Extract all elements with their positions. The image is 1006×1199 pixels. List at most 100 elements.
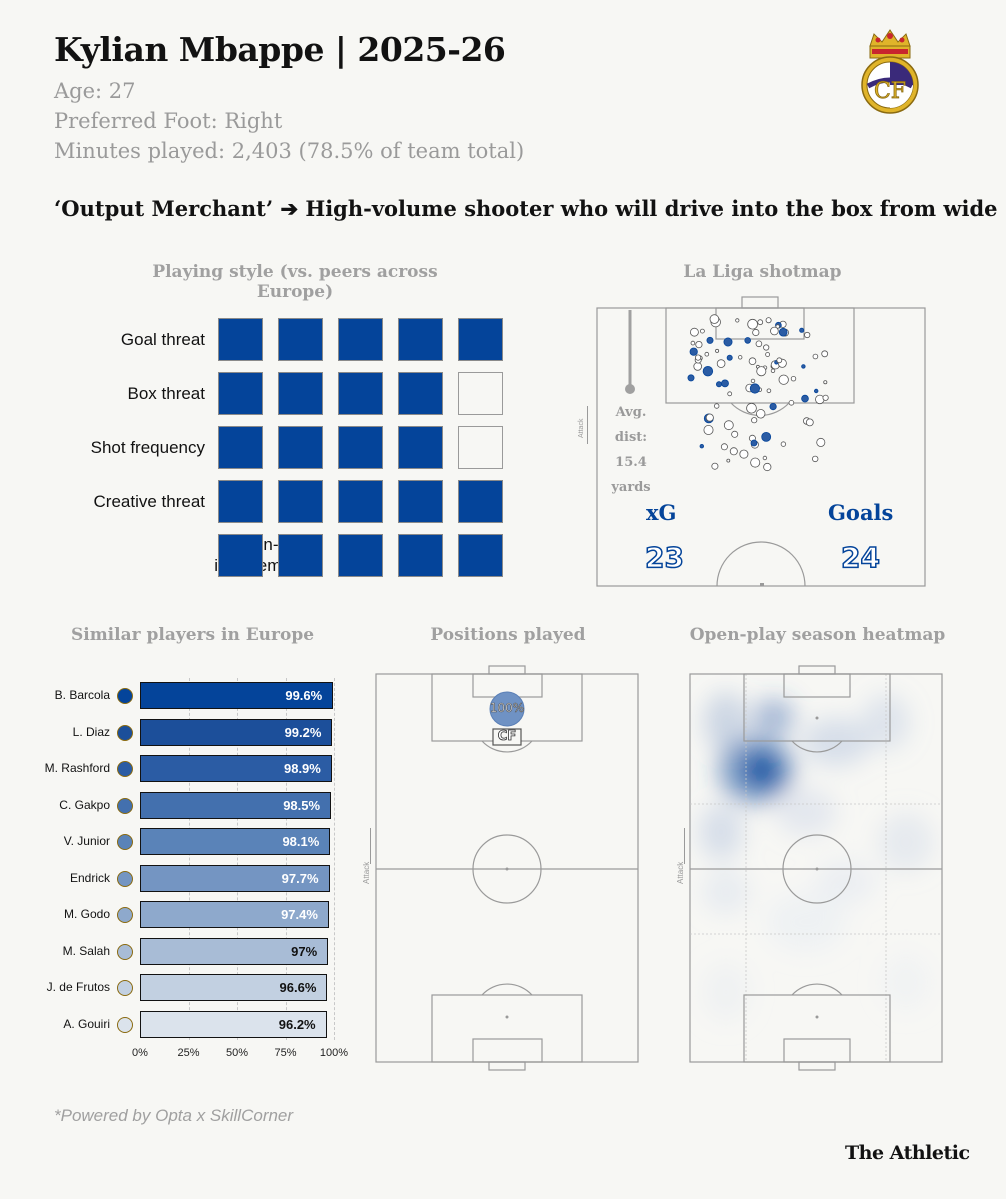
shot-marker: [709, 314, 720, 324]
similar-bar-value: 98.9%: [283, 761, 321, 776]
preferred-foot-text: Preferred Foot: Right: [54, 109, 283, 133]
brand-logo: The Athletic: [845, 1142, 970, 1164]
shot-goal-marker: [699, 443, 704, 449]
similar-bar-value: 96.6%: [279, 980, 317, 995]
heatmap-attack-label: Attack: [676, 861, 685, 884]
shot-marker: [816, 437, 826, 447]
shot-marker: [788, 400, 795, 406]
shot-marker: [812, 353, 819, 360]
heatmap-attack-arrow-icon: [684, 828, 685, 864]
style-square-filled: [398, 534, 443, 577]
goals-value: 24: [840, 540, 880, 575]
club-badge-icon: [117, 943, 133, 960]
heatmap-title: Open-play season heatmap: [689, 625, 946, 645]
shot-goal-marker: [706, 336, 714, 344]
shot-marker: [713, 403, 720, 409]
shotmap-attack-arrow-icon: [587, 406, 588, 444]
positions-title: Positions played: [430, 625, 586, 645]
style-row-label: Goal threat: [120, 330, 205, 349]
style-square-filled: [218, 426, 263, 469]
shot-goal-marker: [813, 388, 819, 394]
similar-players-title: Similar players in Europe: [70, 625, 315, 645]
shot-marker: [731, 430, 739, 438]
shot-marker: [790, 375, 797, 382]
similar-player-name: B. Barcola: [54, 688, 110, 702]
shot-goal-marker: [721, 379, 729, 388]
shot-marker: [805, 418, 814, 427]
club-badge-icon: [117, 870, 133, 887]
similar-player-name: M. Salah: [62, 943, 110, 958]
shot-marker: [804, 331, 811, 339]
style-square-filled: [218, 372, 263, 415]
similar-bar-value: 98.5%: [283, 797, 321, 813]
style-square-filled: [338, 534, 383, 577]
style-square-filled: [338, 372, 383, 415]
similar-axis-tick: 25%: [177, 1047, 200, 1059]
shot-marker: [752, 328, 760, 337]
similar-bar: 99.2%: [140, 718, 333, 746]
similar-axis-tick: 50%: [225, 1047, 249, 1059]
similar-gridline: [188, 678, 190, 1040]
shotmap-attack-label: Attack: [578, 418, 585, 438]
similar-bar: 96.2%: [140, 1010, 327, 1038]
shot-marker: [703, 424, 714, 435]
shot-goal-marker: [716, 381, 723, 388]
similar-player-name: C. Gakpo: [59, 797, 110, 812]
style-row-label: Creative threat: [93, 492, 206, 511]
style-square-filled: [398, 372, 443, 415]
goals-label: Goals: [828, 500, 894, 525]
shot-marker: [700, 328, 705, 334]
avg-distance-label: Avg. dist: 15.4 yards: [606, 400, 656, 500]
shot-goal-marker: [726, 354, 733, 361]
club-badge-icon: [117, 688, 133, 704]
shot-marker: [815, 394, 825, 405]
shot-marker: [821, 350, 829, 358]
similar-bar-value: 97%: [291, 943, 318, 959]
similar-bar-value: 97.7%: [281, 870, 319, 886]
shot-goal-marker: [744, 337, 752, 344]
similar-axis-tick: 0%: [132, 1047, 148, 1059]
shot-marker: [763, 344, 770, 351]
shot-marker: [780, 441, 787, 447]
shot-marker: [711, 462, 719, 470]
shot-marker: [750, 457, 761, 468]
shot-marker: [751, 417, 758, 424]
svg-text:CF: CF: [874, 79, 906, 104]
club-badge-icon: [117, 834, 133, 850]
shot-goal-marker: [723, 337, 733, 347]
shot-marker: [778, 374, 789, 385]
club-badge-icon: [117, 980, 133, 996]
heatmap-pitch: [689, 665, 943, 1071]
shot-marker: [822, 394, 829, 401]
real-madrid-crest-icon: CF: [858, 28, 922, 116]
shot-marker: [716, 359, 726, 368]
similar-bar: 98.9%: [140, 755, 332, 782]
shot-marker: [690, 327, 699, 337]
similar-gridline: [334, 678, 335, 1040]
shot-marker: [748, 357, 757, 365]
style-row-label: On-ball involvement: [105, 534, 305, 576]
similar-player-name: M. Rashford: [44, 761, 110, 775]
style-square-filled: [278, 318, 323, 361]
similar-bar: 96.6%: [140, 974, 328, 1001]
age-text: Age: 27: [54, 79, 136, 103]
similar-gridline: [285, 678, 287, 1040]
similar-player-name: M. Godo: [63, 907, 110, 921]
similar-bar: 97%: [140, 937, 329, 965]
shot-marker: [739, 449, 749, 459]
similar-player-name: Endrick: [69, 870, 110, 885]
shot-goal-marker: [749, 383, 760, 394]
shot-marker: [765, 352, 771, 357]
shot-marker: [757, 319, 764, 326]
shot-marker: [690, 340, 696, 346]
style-square-filled: [398, 318, 443, 361]
similar-bar-value: 98.1%: [282, 834, 320, 849]
shot-goal-marker: [761, 431, 772, 442]
club-badge-icon: [117, 797, 133, 814]
style-row-label: Shot frequency: [90, 438, 205, 457]
style-square-filled: [218, 534, 263, 577]
shot-goal-marker: [769, 403, 777, 411]
style-square-filled: [218, 480, 263, 523]
shot-marker: [746, 402, 757, 414]
positions-attack-label: Attack: [362, 861, 371, 884]
